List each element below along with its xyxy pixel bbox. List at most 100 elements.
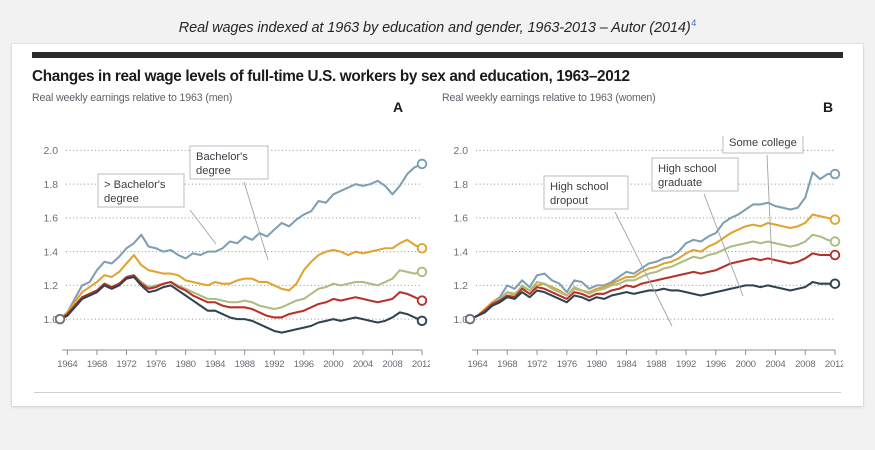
- panel-a-subtitle: Real weekly earnings relative to 1963 (m…: [32, 92, 233, 104]
- y-axis-tick-label: 1.4: [44, 247, 59, 258]
- source-caption-text: Real wages indexed at 1963 by education …: [178, 19, 691, 36]
- series-endpoint-marker: [416, 295, 428, 306]
- annotation-label: > Bachelor's: [104, 179, 166, 191]
- y-axis-tick-label: 1.6: [454, 214, 469, 225]
- y-axis-tick-label: 2.0: [44, 146, 59, 157]
- annotation-label: degree: [104, 193, 139, 205]
- annotation-leader-line: [189, 209, 217, 245]
- annotation-label: Some college: [729, 137, 797, 149]
- y-axis-tick-label: 1.2: [44, 281, 59, 292]
- x-axis-tick-label: 1988: [235, 359, 255, 370]
- x-axis-tick-label: 1980: [587, 359, 607, 370]
- series-endpoint-marker: [829, 168, 841, 180]
- x-axis-tick-label: 1984: [616, 359, 637, 370]
- y-axis-tick-label: 1.0: [454, 315, 469, 326]
- annotation-label: graduate: [658, 177, 702, 189]
- series-line: [468, 252, 837, 321]
- annotation-label: High school: [550, 181, 608, 193]
- y-axis-tick-label: 1.2: [454, 281, 469, 292]
- x-axis-tick-label: 1972: [527, 359, 547, 370]
- x-axis-tick-label: 1996: [294, 359, 314, 370]
- plot-area-a: 1.0 1.2 1.4 1.6 1.8 2.0 1964 1968 1972 1976 1980 19…: [44, 145, 430, 370]
- origin-marker: [54, 313, 66, 325]
- x-axis-tick-label: 1988: [646, 359, 666, 370]
- annotation-callout: Some college: [722, 136, 804, 265]
- x-axis-tick-label: 2004: [353, 359, 374, 370]
- x-axis-tick-label: 1968: [87, 359, 107, 370]
- annotation-leader-line: [766, 154, 773, 265]
- x-axis-tick-label: 2012: [825, 359, 843, 370]
- source-caption: Real wages indexed at 1963 by education …: [0, 18, 875, 36]
- annotation-leader-line: [614, 211, 673, 327]
- series-line: [58, 274, 424, 321]
- series-endpoint-marker: [829, 214, 841, 225]
- series-endpoint-marker: [416, 158, 428, 170]
- y-axis-tick-label: 2.0: [454, 146, 469, 157]
- x-axis-tick-label: 2012: [412, 359, 430, 370]
- annotation-callout: Bachelor's degree: [189, 145, 269, 261]
- x-axis-tick-label: 1980: [176, 359, 196, 370]
- series-line: [58, 275, 424, 334]
- annotation-label: dropout: [550, 195, 589, 207]
- y-axis-tick-label: 1.6: [44, 214, 59, 225]
- annotation-label: degree: [196, 165, 231, 177]
- x-axis-tick-label: 1992: [676, 359, 696, 370]
- y-axis-tick-label: 1.8: [454, 180, 469, 191]
- x-axis-tick-label: 1964: [467, 359, 488, 370]
- series-line: [58, 162, 424, 321]
- series-line: [468, 213, 837, 321]
- title-rule: [32, 52, 843, 58]
- series-line: [58, 269, 424, 321]
- series-endpoint-marker: [829, 249, 841, 261]
- y-axis-tick-label: 1.4: [454, 247, 469, 258]
- footnote-marker: 4: [691, 18, 697, 29]
- x-axis-tick-label: 1976: [146, 359, 166, 370]
- x-axis-tick-label: 1964: [57, 359, 78, 370]
- annotation-label: High school: [658, 163, 716, 175]
- x-axis-tick-label: 2004: [765, 359, 786, 370]
- figure-card: Changes in real wage levels of full-time…: [12, 44, 863, 406]
- x-axis-tick-label: 1976: [557, 359, 577, 370]
- annotation-label: Bachelor's: [196, 151, 248, 163]
- annotation-callout: High school dropout: [543, 175, 673, 327]
- series-endpoint-marker: [416, 315, 428, 327]
- series-endpoint-marker: [416, 243, 428, 254]
- footer-rule: [34, 392, 841, 393]
- annotation-box: [651, 157, 739, 192]
- panel-b-subtitle: Real weekly earnings relative to 1963 (w…: [442, 92, 656, 104]
- origin-marker: [464, 313, 476, 325]
- x-axis-tick-label: 1992: [264, 359, 284, 370]
- x-axis-tick-label: 2008: [382, 359, 402, 370]
- annotation-callout: > Bachelor's degree: [97, 173, 217, 245]
- x-axis-tick-label: 1984: [205, 359, 226, 370]
- x-axis-tick-label: 2000: [736, 359, 756, 370]
- annotation-box: [97, 173, 185, 208]
- annotation-callout: High school graduate: [651, 157, 744, 297]
- x-axis-tick-label: 1996: [706, 359, 726, 370]
- series-endpoint-marker: [829, 278, 841, 289]
- series-endpoint-marker: [416, 266, 428, 278]
- y-axis-tick-label: 1.0: [44, 315, 59, 326]
- series-line: [468, 233, 837, 321]
- series-endpoint-marker: [829, 236, 841, 247]
- series-line: [58, 238, 424, 321]
- x-axis-tick-label: 2000: [323, 359, 343, 370]
- x-axis-tick-label: 2008: [795, 359, 815, 370]
- x-axis-tick-label: 1972: [116, 359, 136, 370]
- plot-area-b: 1.0 1.2 1.4 1.6 1.8 2.0 1964 1968 1972 1976 1980 19…: [454, 136, 843, 370]
- x-axis-tick-label: 1968: [497, 359, 517, 370]
- figure-title: Changes in real wage levels of full-time…: [32, 68, 630, 85]
- series-line: [468, 171, 837, 321]
- annotation-box: [189, 145, 269, 180]
- annotation-leader-line: [243, 181, 269, 261]
- panel-b-letter: B: [823, 99, 834, 115]
- y-axis-tick-label: 1.8: [44, 180, 59, 191]
- series-line: [468, 280, 837, 321]
- annotation-leader-line: [703, 193, 744, 297]
- annotation-box: [722, 136, 804, 154]
- chart-panel-men: 1.0 1.2 1.4 1.6 1.8 2.0 1964 1968 1972 1976 1980 19…: [30, 136, 430, 384]
- panel-a-letter: A: [393, 99, 404, 115]
- chart-panel-women: 1.0 1.2 1.4 1.6 1.8 2.0 1964 1968 1972 1976 1980 19…: [440, 136, 843, 384]
- annotation-box: [543, 175, 629, 210]
